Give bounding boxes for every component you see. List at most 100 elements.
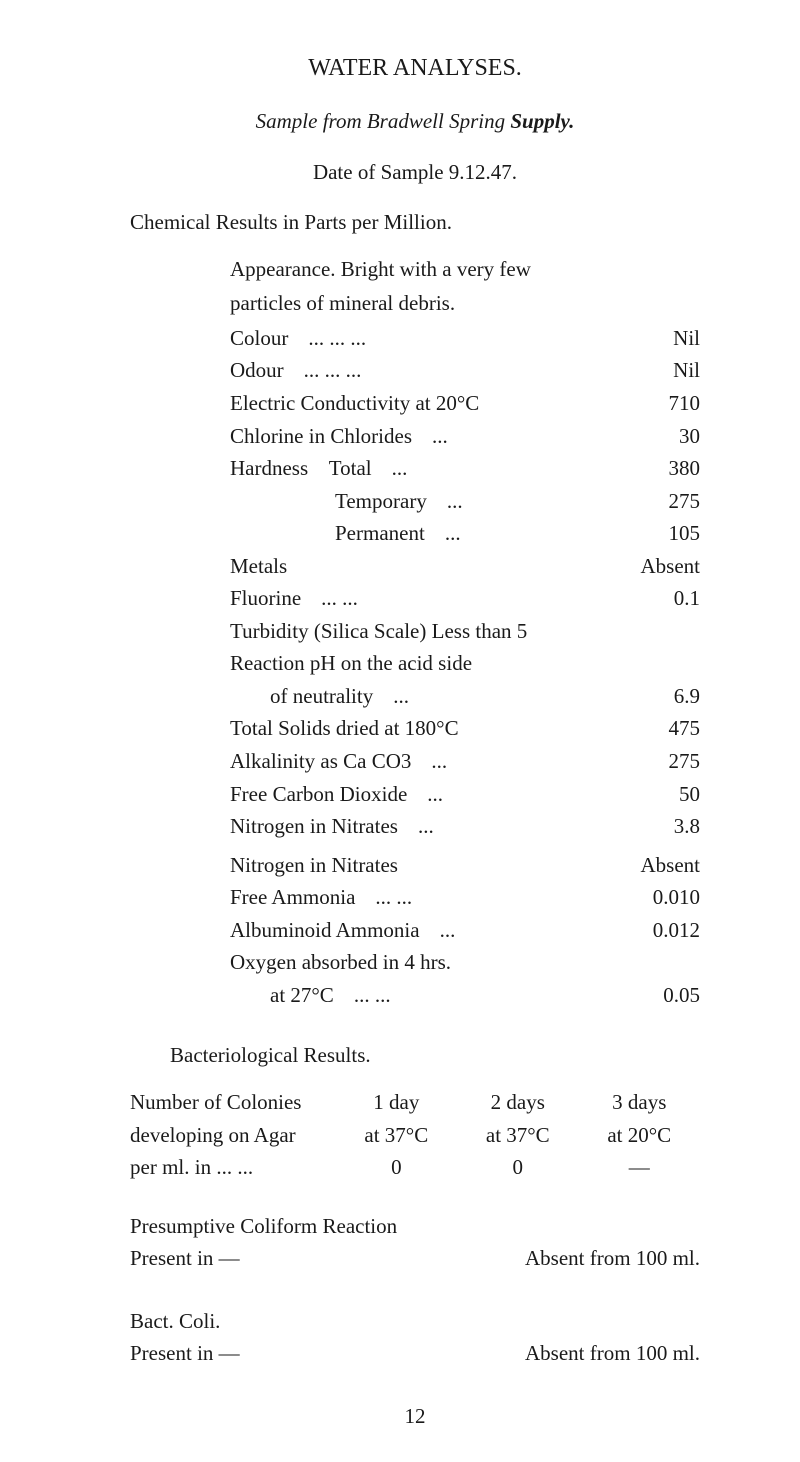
row-turbidity: Turbidity (Silica Scale) Less than 5: [230, 615, 700, 648]
value: 710: [628, 387, 700, 420]
subtitle-italic: Sample from Bradwell Spring: [256, 109, 511, 133]
bact-coli-left: Bact. Coli. Present in —: [130, 1305, 240, 1370]
sample-date: Date of Sample 9.12.47.: [130, 156, 700, 189]
chemical-results-block: Appearance. Bright with a very few parti…: [230, 253, 700, 1012]
presumptive-coliform: Presumptive Coliform Reaction Present in…: [130, 1210, 700, 1275]
row-free-ammonia: Free Ammonia ... ... 0.010: [230, 881, 700, 914]
bact-coli: Bact. Coli. Present in — Absent from 100…: [130, 1305, 700, 1370]
row-total-solids: Total Solids dried at 180°C 475: [230, 712, 700, 745]
label: Nitrogen in Nitrates: [230, 810, 398, 843]
dots: ... ...: [334, 979, 628, 1012]
row-metals: Metals Absent: [230, 550, 700, 583]
table-row: per ml. in ... ... 0 0 —: [130, 1151, 700, 1184]
value: 30: [628, 420, 700, 453]
value: 0.1: [628, 582, 700, 615]
cell: 2 days: [457, 1086, 578, 1119]
presumptive-left: Presumptive Coliform Reaction Present in…: [130, 1210, 397, 1275]
subtitle-supply: Supply.: [510, 109, 574, 133]
value: Nil: [628, 322, 700, 355]
label: Albuminoid Ammonia: [230, 914, 420, 947]
row-reaction-l1: Reaction pH on the acid side: [230, 647, 700, 680]
cell: —: [579, 1151, 700, 1184]
dots: ... ...: [301, 582, 628, 615]
value: 50: [628, 778, 700, 811]
label: of neutrality: [230, 680, 373, 713]
label: Hardness Total: [230, 452, 372, 485]
row-electric-conductivity: Electric Conductivity at 20°C 710: [230, 387, 700, 420]
dots: ...: [373, 680, 628, 713]
cell: developing on Agar: [130, 1119, 336, 1152]
presumptive-right: Absent from 100 ml.: [525, 1242, 700, 1275]
row-nitrogen-nitrates: Nitrogen in Nitrates ... 3.8: [230, 810, 700, 843]
value: Absent: [590, 550, 700, 583]
line: Present in —: [130, 1242, 397, 1275]
dots: [287, 550, 590, 583]
cell: at 37°C: [457, 1119, 578, 1152]
label: Alkalinity as Ca CO3: [230, 745, 411, 778]
row-free-co2: Free Carbon Dioxide ... 50: [230, 778, 700, 811]
row-alkalinity: Alkalinity as Ca CO3 ... 275: [230, 745, 700, 778]
label: Chlorine in Chlorides: [230, 420, 412, 453]
dots: ...: [427, 485, 628, 518]
line: Bact. Coli.: [130, 1305, 240, 1338]
label: Fluorine: [230, 582, 301, 615]
row-hardness-permanent: Permanent ... 105: [230, 517, 700, 550]
appearance-line2: particles of mineral debris.: [230, 287, 700, 320]
row-fluorine: Fluorine ... ... 0.1: [230, 582, 700, 615]
row-colour: Colour ... ... ... Nil: [230, 322, 700, 355]
dots: ... ... ...: [284, 354, 628, 387]
table-row: developing on Agar at 37°C at 37°C at 20…: [130, 1119, 700, 1152]
value: 3.8: [628, 810, 700, 843]
bact-head-text: Bacteriological Results.: [130, 1043, 371, 1067]
cell: at 20°C: [579, 1119, 700, 1152]
cell: 0: [336, 1151, 457, 1184]
line: Present in —: [130, 1337, 240, 1370]
row-odour: Odour ... ... ... Nil: [230, 354, 700, 387]
cell: 3 days: [579, 1086, 700, 1119]
value: 380: [628, 452, 700, 485]
dots: ...: [372, 452, 628, 485]
label: Metals: [230, 550, 287, 583]
label: Odour: [230, 354, 284, 387]
value: 475: [628, 712, 700, 745]
dots: [479, 387, 628, 420]
bacteriological-table: Number of Colonies 1 day 2 days 3 days d…: [130, 1086, 700, 1184]
dots: ...: [412, 420, 628, 453]
label: Reaction pH on the acid side: [230, 647, 472, 680]
row-chlorine: Chlorine in Chlorides ... 30: [230, 420, 700, 453]
row-reaction-l2: of neutrality ... 6.9: [230, 680, 700, 713]
value: 275: [628, 485, 700, 518]
page-number: 12: [130, 1400, 700, 1433]
cell: 1 day: [336, 1086, 457, 1119]
cell: at 37°C: [336, 1119, 457, 1152]
row-hardness-total: Hardness Total ... 380: [230, 452, 700, 485]
dots: ...: [398, 810, 628, 843]
dots: ...: [425, 517, 628, 550]
row-oxygen-l2: at 27°C ... ... 0.05: [230, 979, 700, 1012]
value: 0.012: [628, 914, 700, 947]
label: Temporary: [230, 485, 427, 518]
label: at 27°C: [230, 979, 334, 1012]
value: Absent: [575, 849, 700, 882]
page: WATER ANALYSES. Sample from Bradwell Spr…: [0, 0, 800, 1462]
value: 0.010: [628, 881, 700, 914]
value: 0.05: [628, 979, 700, 1012]
line: Presumptive Coliform Reaction: [130, 1210, 397, 1243]
bacteriological-heading: Bacteriological Results.: [130, 1039, 700, 1072]
label: Nitrogen in Nitrates: [230, 849, 398, 882]
dots: ... ... ...: [288, 322, 628, 355]
value: 275: [628, 745, 700, 778]
label: Free Ammonia: [230, 881, 355, 914]
cell: Number of Colonies: [130, 1086, 336, 1119]
dots: ... ...: [355, 881, 628, 914]
row-hardness-temporary: Temporary ... 275: [230, 485, 700, 518]
section-heading: Chemical Results in Parts per Million.: [130, 206, 700, 239]
dots: ...: [407, 778, 628, 811]
value: 105: [628, 517, 700, 550]
row-albuminoid-ammonia: Albuminoid Ammonia ... 0.012: [230, 914, 700, 947]
bact-coli-right: Absent from 100 ml.: [525, 1337, 700, 1370]
value: 6.9: [628, 680, 700, 713]
label: Electric Conductivity at 20°C: [230, 387, 479, 420]
report-title: WATER ANALYSES.: [130, 50, 700, 87]
label: Permanent: [230, 517, 425, 550]
